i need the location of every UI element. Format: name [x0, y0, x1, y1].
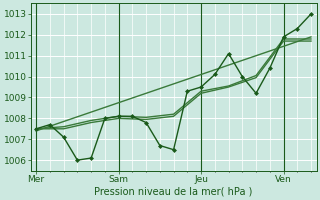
X-axis label: Pression niveau de la mer( hPa ): Pression niveau de la mer( hPa )	[94, 187, 253, 197]
